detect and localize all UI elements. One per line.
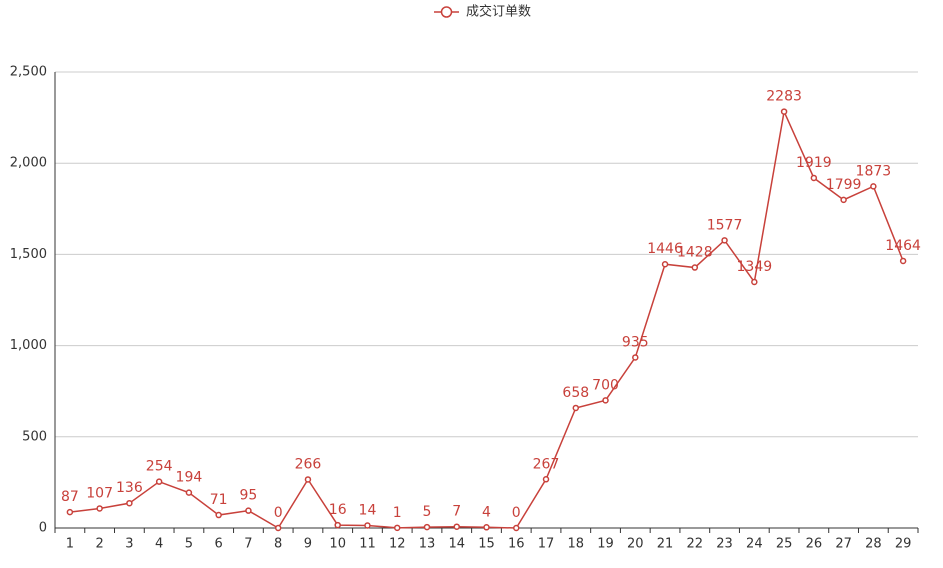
x-tick-label: 28 [865, 537, 882, 552]
point [899, 257, 907, 265]
legend-label: 成交订单数 [466, 4, 531, 20]
point [96, 505, 103, 512]
x-tick-label: 2 [95, 537, 103, 552]
point [721, 237, 728, 244]
point [483, 524, 490, 531]
value-label: 254 [146, 459, 173, 475]
value-label: 87 [61, 489, 79, 505]
x-tick-label: 12 [389, 537, 406, 552]
value-label: 71 [210, 492, 228, 508]
x-tick-label: 29 [895, 537, 912, 552]
point [364, 522, 371, 529]
value-label: 658 [562, 385, 589, 401]
point [542, 476, 550, 483]
x-tick-label: 13 [419, 537, 436, 552]
value-label: 4 [482, 504, 491, 520]
value-label: 1577 [707, 217, 743, 233]
x-tick-label: 1 [66, 537, 74, 552]
value-label: 935 [622, 334, 649, 350]
value-label: 1446 [647, 241, 683, 257]
point [185, 489, 193, 496]
x-tick-label: 26 [806, 537, 823, 552]
point [572, 404, 580, 412]
y-tick-label: 1,000 [10, 338, 47, 353]
x-tick-label: 24 [746, 537, 763, 552]
value-label: 1799 [826, 177, 862, 193]
x-tick-label: 21 [657, 537, 674, 552]
point [66, 508, 74, 516]
x-tick-label: 19 [597, 537, 614, 552]
x-tick-label: 10 [329, 537, 346, 552]
x-tick-label: 20 [627, 537, 644, 552]
value-label: 1 [393, 505, 402, 521]
value-label: 700 [592, 377, 619, 393]
point [245, 507, 252, 514]
value-label: 1919 [796, 155, 832, 171]
x-tick-label: 11 [359, 537, 376, 552]
value-label: 5 [423, 504, 432, 520]
x-tick-label: 14 [448, 537, 465, 552]
x-tick-label: 25 [776, 537, 793, 552]
value-label: 194 [176, 470, 203, 486]
point [810, 174, 818, 182]
point [602, 397, 609, 404]
value-label: 7 [452, 504, 461, 520]
point [215, 511, 222, 519]
value-label: 267 [533, 456, 560, 472]
value-label: 266 [295, 456, 322, 472]
value-label: 95 [240, 488, 258, 504]
point [423, 523, 431, 531]
point [661, 260, 669, 268]
x-tick-label: 16 [508, 537, 525, 552]
x-tick-label: 3 [125, 537, 133, 552]
y-tick-label: 0 [39, 521, 47, 536]
x-tick-label: 6 [215, 537, 223, 552]
point [513, 524, 520, 532]
y-tick-label: 500 [22, 429, 47, 444]
x-tick-label: 9 [304, 537, 312, 552]
point [691, 264, 699, 271]
value-label: 2283 [766, 89, 802, 105]
value-label: 16 [329, 502, 347, 518]
point [274, 524, 282, 532]
x-tick-label: 5 [185, 537, 193, 552]
x-tick-label: 8 [274, 537, 282, 552]
value-label: 1464 [885, 238, 921, 254]
x-tick-label: 7 [244, 537, 252, 552]
x-tick-label: 27 [835, 537, 852, 552]
y-tick-label: 2,500 [10, 65, 47, 80]
point [780, 108, 788, 115]
value-label: 1428 [677, 245, 713, 261]
y-tick-label: 1,500 [10, 247, 47, 262]
value-label: 1349 [737, 259, 773, 275]
value-label: 14 [359, 502, 377, 518]
value-label: 107 [86, 485, 113, 501]
point [126, 499, 133, 507]
y-tick-label: 2,000 [10, 156, 47, 171]
legend-icon [440, 6, 453, 18]
point [453, 523, 460, 530]
x-tick-label: 18 [568, 537, 585, 552]
value-label: 0 [512, 505, 521, 521]
point [870, 183, 877, 190]
point [334, 521, 341, 529]
value-label: 0 [274, 505, 283, 521]
point [393, 524, 401, 532]
value-label: 1873 [856, 163, 892, 179]
point [155, 478, 163, 485]
value-label: 136 [116, 480, 143, 496]
x-tick-label: 4 [155, 537, 163, 552]
point [304, 476, 312, 483]
x-tick-label: 17 [538, 537, 555, 552]
point [632, 354, 639, 361]
point [840, 196, 847, 204]
line [69, 109, 904, 530]
x-tick-label: 23 [716, 537, 733, 552]
x-tick-label: 22 [687, 537, 704, 552]
point [751, 278, 758, 286]
x-tick-label: 15 [478, 537, 495, 552]
